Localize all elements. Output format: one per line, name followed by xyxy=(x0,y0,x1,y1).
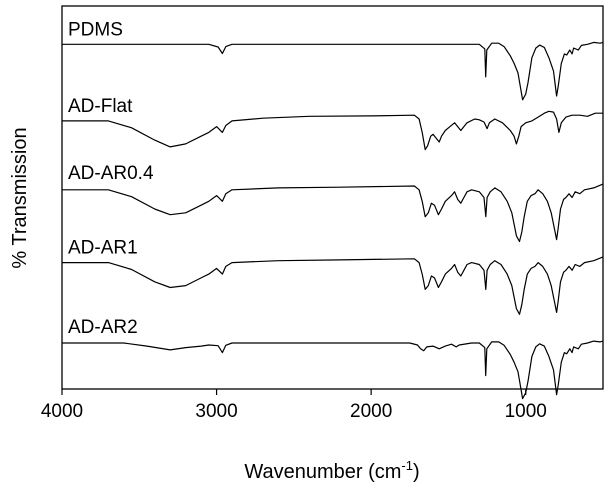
x-axis-title: Wavenumber (cm-1) xyxy=(244,458,419,483)
spectrum-label-ad-ar2: AD-AR2 xyxy=(68,317,138,338)
spectrum-ad-ar0-4 xyxy=(62,183,604,243)
x-axis-title-suffix: ) xyxy=(413,461,420,483)
spectrum-label-ad-ar0-4: AD-AR0.4 xyxy=(68,163,154,184)
y-axis-title: % Transmission xyxy=(9,127,31,268)
plot-frame xyxy=(61,5,604,390)
x-axis-title-superscript: -1 xyxy=(401,458,413,473)
spectrum-ad-ar2 xyxy=(62,340,604,400)
x-axis-title-main: Wavenumber (cm xyxy=(244,461,401,483)
spectrum-pdms xyxy=(62,41,604,101)
x-tick-label-1000: 1000 xyxy=(505,401,547,422)
spectrum-label-pdms: PDMS xyxy=(68,19,123,40)
x-tick-label-2000: 2000 xyxy=(350,401,392,422)
x-axis-ticks: 4000 3000 2000 1000 xyxy=(41,389,547,422)
spectra-group xyxy=(62,41,604,400)
spectrum-label-ad-ar1: AD-AR1 xyxy=(68,238,138,259)
x-tick-label-3000: 3000 xyxy=(195,401,237,422)
x-tick-label-4000: 4000 xyxy=(41,401,83,422)
spectrum-ad-ar1 xyxy=(62,256,604,315)
spectrum-label-ad-flat: AD-Flat xyxy=(68,96,133,117)
spectrum-ad-flat xyxy=(62,110,603,151)
spectra-labels: PDMS AD-Flat AD-AR0.4 AD-AR1 AD-AR2 xyxy=(68,19,154,338)
